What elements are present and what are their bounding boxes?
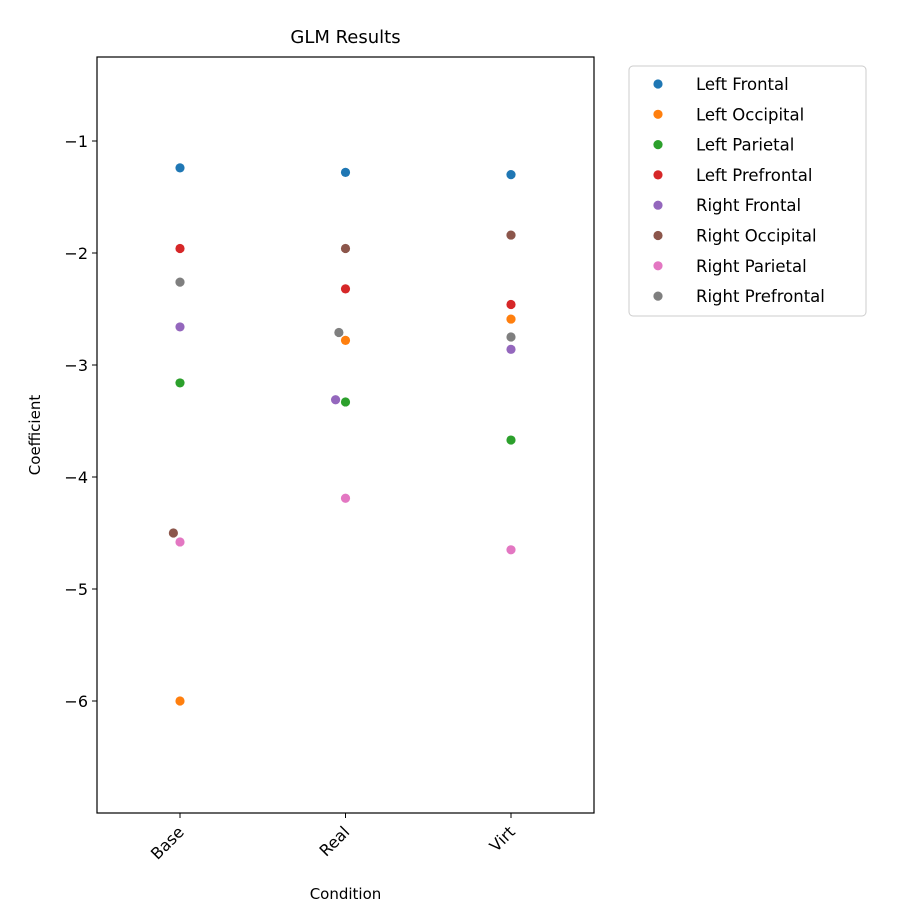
data-point	[506, 435, 516, 445]
data-point	[175, 696, 185, 706]
legend-label: Left Occipital	[696, 105, 804, 124]
data-point	[506, 230, 516, 240]
legend-marker	[653, 200, 663, 210]
data-point	[340, 397, 351, 407]
x-tick-label: Virt	[486, 822, 519, 855]
data-point	[506, 344, 516, 354]
data-point	[334, 327, 344, 338]
legend-marker	[653, 230, 663, 241]
y-tick-label: −1	[64, 132, 88, 151]
y-tick-label: −5	[64, 580, 88, 599]
legend-marker	[653, 291, 663, 301]
data-point	[168, 528, 178, 538]
chart-title: GLM Results	[290, 27, 400, 48]
x-tick-label: Real	[315, 822, 353, 860]
data-point	[506, 314, 516, 324]
legend-label: Right Occipital	[696, 227, 817, 246]
axes-frame	[96, 56, 595, 814]
data-point	[506, 170, 516, 180]
legend-label: Right Parietal	[696, 257, 807, 276]
data-point	[506, 299, 516, 310]
data-point	[330, 395, 341, 405]
y-tick-label: −4	[64, 468, 88, 487]
data-point	[506, 545, 516, 555]
data-point	[340, 243, 351, 254]
data-point	[175, 243, 185, 254]
data-point	[340, 335, 351, 345]
legend-label: Left Frontal	[696, 75, 789, 94]
data-point	[506, 332, 516, 342]
legend: Left Frontal Left Occipital Left Parietal L…	[628, 65, 867, 317]
data-point	[175, 537, 185, 547]
plot-area: −6 −5 −4 −3 −2 −1 Base Real Virt	[64, 132, 518, 863]
data-point	[175, 277, 185, 287]
y-axis-label: Coefficient	[26, 395, 44, 476]
y-tick-label: −3	[64, 356, 88, 375]
legend-marker	[653, 140, 663, 150]
legend-marker	[653, 261, 663, 271]
legend-marker	[653, 109, 663, 119]
legend-label: Right Prefrontal	[696, 287, 825, 306]
legend-marker	[653, 79, 663, 89]
legend-frame	[628, 65, 867, 317]
legend-label: Left Parietal	[696, 136, 794, 155]
data-point	[340, 493, 351, 503]
legend-label: Right Frontal	[696, 196, 801, 215]
data-point	[175, 378, 185, 388]
legend-marker	[653, 170, 663, 180]
legend-label: Left Prefrontal	[696, 166, 812, 185]
y-tick-label: −2	[64, 244, 88, 263]
data-point	[175, 163, 185, 173]
data-point	[340, 284, 351, 294]
data-point	[175, 322, 185, 332]
y-tick-label: −6	[64, 692, 88, 711]
x-tick-label: Base	[147, 822, 188, 863]
data-point	[340, 167, 351, 177]
x-axis-label: Condition	[310, 885, 382, 900]
